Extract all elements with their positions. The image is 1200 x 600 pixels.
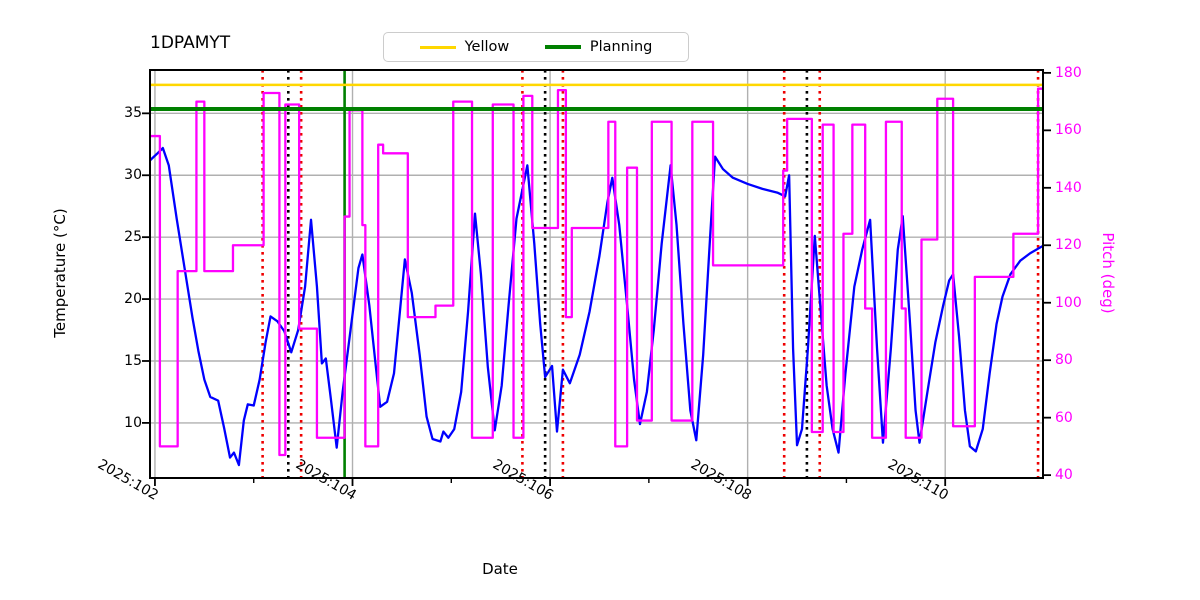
temperature-curve [150, 146, 1043, 467]
y-left-tick-label: 15 [124, 352, 142, 369]
legend-item-planning: Planning [544, 39, 653, 55]
y-right-tick-label: 160 [1055, 122, 1082, 139]
y-right-tick-label: 40 [1055, 467, 1073, 484]
y-right-tick-label: 140 [1055, 179, 1082, 196]
y-right-tick-label: 100 [1055, 294, 1082, 311]
x-axis-label: Date [482, 560, 518, 578]
legend-label-planning: Planning [589, 39, 653, 55]
y-left-tick-label: 10 [124, 414, 142, 431]
yellow-line-icon [419, 45, 456, 49]
y-right-tick-label: 180 [1055, 64, 1082, 81]
y-left-tick-label: 25 [124, 229, 142, 246]
y-axis-left-label: Temperature (°C) [51, 208, 69, 338]
page-title: 1DPAMYT [150, 33, 231, 53]
y-right-tick-label: 60 [1055, 409, 1073, 426]
legend: Yellow Planning [383, 32, 689, 62]
planning-line-icon [544, 45, 581, 49]
y-right-tick-label: 80 [1055, 352, 1073, 369]
y-left-tick-label: 30 [124, 167, 142, 184]
legend-label-yellow: Yellow [464, 39, 510, 55]
legend-item-yellow: Yellow [419, 39, 510, 55]
y-left-tick-label: 20 [124, 291, 142, 308]
y-right-tick-label: 120 [1055, 237, 1082, 254]
pitch-curve [150, 87, 1043, 457]
plot-frame [149, 69, 1044, 479]
y-left-tick-label: 35 [124, 105, 142, 122]
y-axis-right-label: Pitch (deg) [1099, 232, 1117, 314]
